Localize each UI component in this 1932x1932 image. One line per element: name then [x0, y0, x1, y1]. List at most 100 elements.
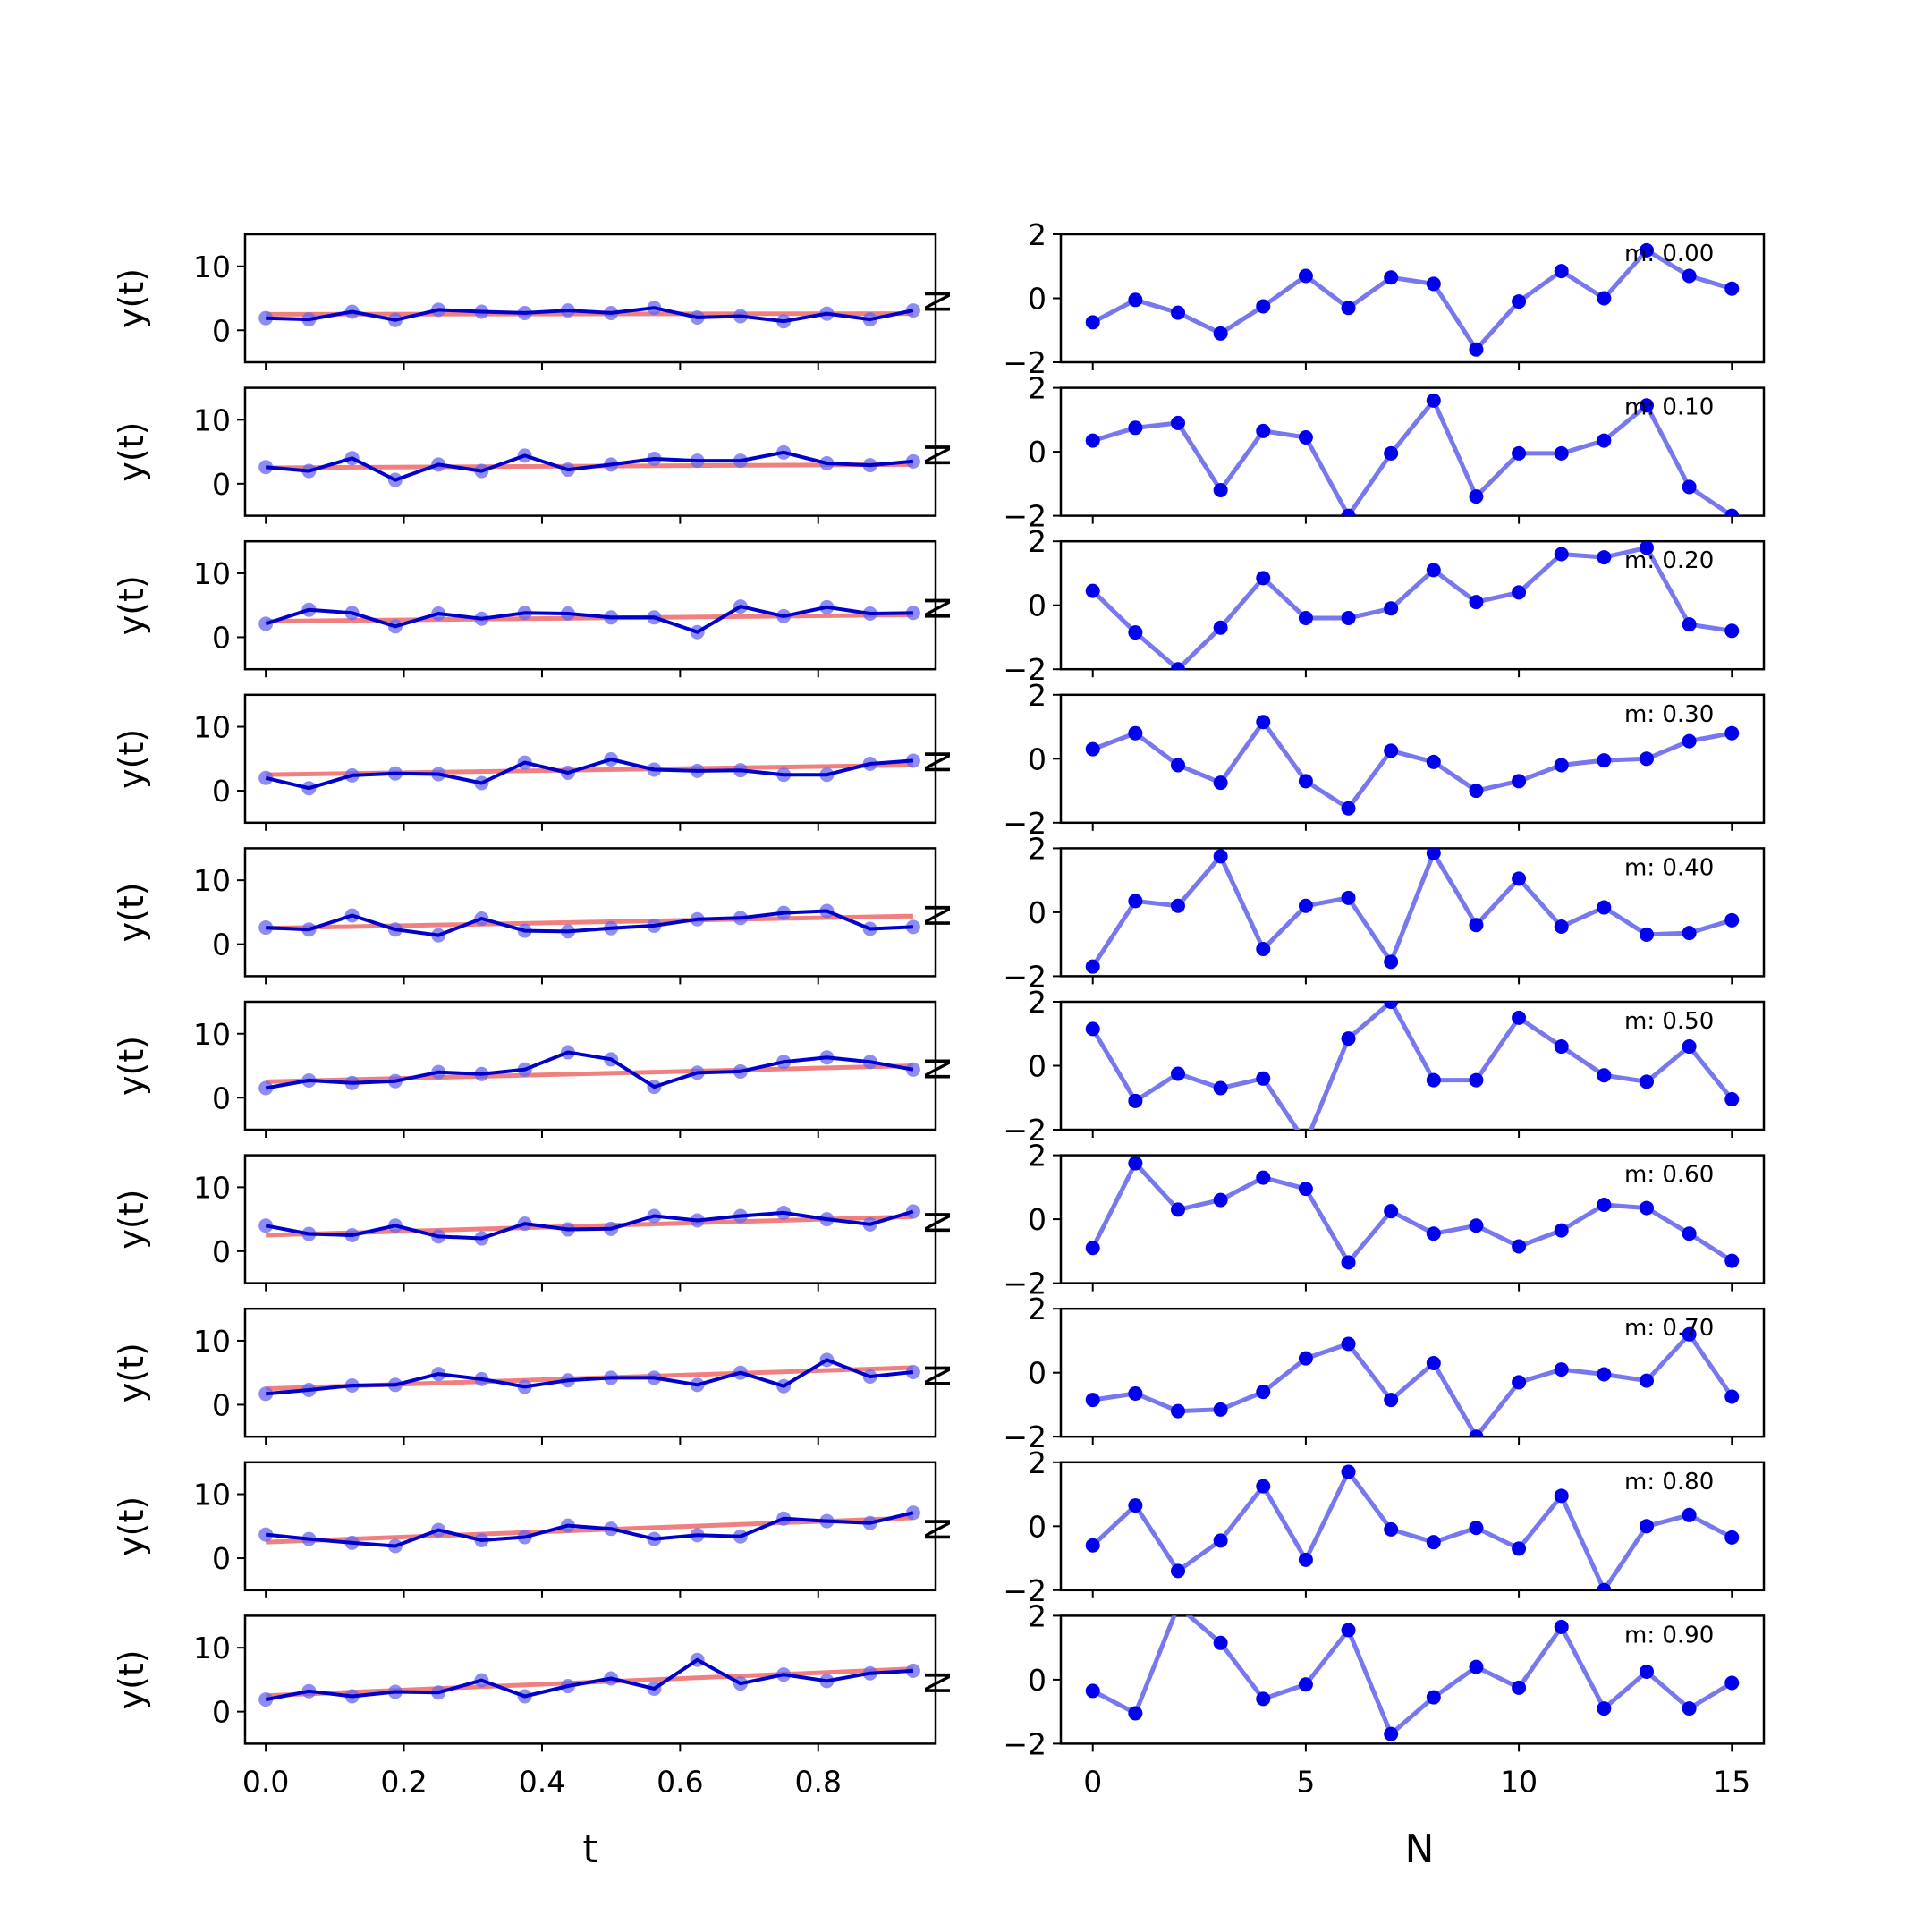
right-ytick-label: 2 — [1028, 678, 1046, 713]
residual-point — [1085, 1538, 1100, 1553]
residual-point — [1512, 294, 1527, 309]
data-point — [258, 1692, 274, 1707]
residual-point — [1597, 1198, 1612, 1213]
data-point — [905, 1663, 920, 1678]
right-ytick-label: 0 — [1028, 589, 1046, 623]
right-ylabel: N — [919, 750, 958, 775]
left-panel-8: 0 10 y(t) — [112, 1461, 937, 1598]
residual-point — [1256, 715, 1271, 730]
right-xtick-label: 0 — [1083, 1764, 1102, 1799]
right-ytick-label: −2 — [1003, 1267, 1046, 1301]
right-ytick-label: 0 — [1028, 1202, 1046, 1237]
data-point — [258, 460, 274, 475]
residual-point — [1724, 1253, 1740, 1268]
data-point — [905, 1062, 920, 1077]
left-xtick-label: 0.6 — [657, 1764, 703, 1799]
right-panel-7: −2 0 2 Nm: 0.70 — [919, 1292, 1766, 1454]
residual-point — [1426, 1355, 1441, 1370]
residual-point — [1171, 662, 1185, 670]
residual-point — [1384, 1393, 1399, 1408]
left-ytick-label: 0 — [212, 1387, 231, 1422]
left-panel-4: 0 10 y(t) — [112, 847, 937, 985]
right-ylabel: N — [919, 289, 958, 314]
left-ytick-label: 0 — [212, 1080, 231, 1115]
right-ylabel: N — [919, 1056, 958, 1081]
residual-point — [1554, 547, 1569, 562]
m-annotation: m: 0.90 — [1624, 1622, 1714, 1648]
left-panel-6: 0 10 y(t) — [112, 1154, 937, 1292]
residual-point — [1640, 927, 1654, 942]
right-ylabel: N — [919, 902, 958, 928]
residual-point — [1213, 1080, 1228, 1096]
residual-point — [1384, 1002, 1399, 1009]
data-point — [905, 919, 920, 935]
residual-point — [1085, 315, 1100, 330]
residual-point — [1597, 550, 1612, 565]
data-line — [266, 306, 914, 324]
residual-point — [1256, 299, 1271, 314]
data-point — [258, 1527, 274, 1542]
residual-point — [1640, 751, 1654, 767]
data-line — [265, 758, 914, 791]
residual-point — [1256, 423, 1271, 438]
residual-point — [1213, 775, 1228, 791]
left-panel-2: 0 10 y(t) — [112, 539, 937, 678]
residual-point — [1213, 483, 1228, 497]
right-panel-9: −2 0 2 0 5 10 15 Nm: 0.90 — [919, 1598, 1766, 1799]
residual-point — [1682, 1226, 1697, 1241]
right-ytick-label: −2 — [1003, 959, 1046, 994]
residual-point — [1128, 1706, 1143, 1721]
residual-point — [1171, 1066, 1185, 1081]
left-axes-frame — [243, 1307, 937, 1438]
left-panel-5: 0 10 y(t) — [112, 1000, 937, 1138]
left-ytick-label: 10 — [193, 1631, 231, 1665]
right-panel-2: −2 0 2 Nm: 0.20 — [919, 524, 1766, 687]
residual-point — [1298, 611, 1313, 625]
residual-point — [1469, 1521, 1484, 1536]
right-ytick-label: 0 — [1028, 1509, 1046, 1544]
right-plot-area — [1085, 1464, 1740, 1590]
residual-point — [1213, 1533, 1228, 1548]
m-annotation: m: 0.60 — [1624, 1162, 1714, 1189]
residual-point — [1469, 1072, 1484, 1088]
residual-point — [1469, 342, 1484, 357]
panels: 0 10 y(t) −2 0 2 Nm: 0.00 0 10 y(t) −2 0 2 Nm: 0.10 0 1… — [112, 217, 1766, 1799]
right-ytick-label: 2 — [1028, 1598, 1046, 1633]
right-ytick-label: 0 — [1028, 1049, 1046, 1084]
residual-point — [1171, 1563, 1185, 1579]
residual-point — [1128, 1093, 1143, 1108]
left-plot-area — [258, 1505, 920, 1554]
residual-point — [1724, 1092, 1740, 1107]
residual-point — [1426, 1535, 1441, 1550]
right-ytick-label: 0 — [1028, 282, 1046, 317]
left-ytick-label: 10 — [193, 710, 231, 745]
right-axes-frame — [1059, 539, 1766, 671]
right-panel-0: −2 0 2 Nm: 0.00 — [919, 217, 1766, 380]
residual-point — [1128, 1498, 1143, 1513]
left-ylabel: y(t) — [112, 1036, 151, 1096]
residual-point — [1128, 292, 1143, 308]
right-xtick-label: 10 — [1500, 1764, 1538, 1799]
left-ylabel: y(t) — [112, 1649, 151, 1709]
residual-point — [1512, 774, 1527, 789]
data-line — [266, 909, 913, 937]
residual-point — [1298, 1552, 1313, 1567]
residual-point — [1341, 301, 1356, 316]
m-annotation: m: 0.80 — [1624, 1469, 1714, 1496]
m-annotation: m: 0.30 — [1624, 701, 1714, 728]
m-annotation: m: 0.70 — [1624, 1315, 1714, 1342]
left-xtick-label: 0.8 — [795, 1764, 842, 1799]
left-ytick-label: 0 — [212, 620, 231, 655]
right-ylabel: N — [919, 1517, 958, 1542]
residual-point — [1426, 393, 1441, 408]
right-ytick-label: −2 — [1003, 1573, 1046, 1608]
residual-point — [1512, 1541, 1527, 1556]
residual-line — [1090, 545, 1733, 670]
left-ytick-label: 10 — [193, 1478, 231, 1513]
residual-point — [1554, 1488, 1569, 1504]
residual-point — [1426, 563, 1441, 578]
residual-point — [1384, 270, 1399, 285]
right-panel-5: −2 0 2 Nm: 0.50 — [919, 985, 1766, 1148]
residual-point — [1171, 898, 1185, 913]
residual-point — [1469, 918, 1484, 933]
